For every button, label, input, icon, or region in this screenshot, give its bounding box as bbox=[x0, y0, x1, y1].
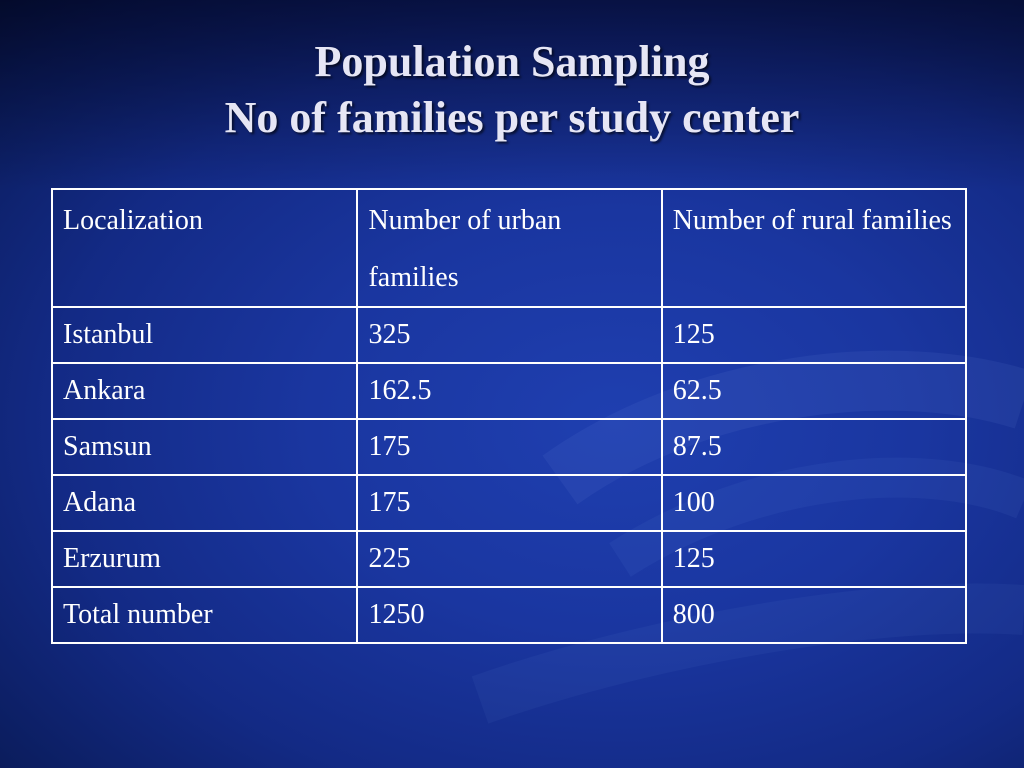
cell-localization: Erzurum bbox=[50, 530, 359, 588]
cell-localization: Ankara bbox=[50, 362, 359, 420]
table-row: Samsun 175 87.5 bbox=[50, 418, 968, 476]
cell-urban: 175 bbox=[356, 474, 663, 532]
cell-rural: 87.5 bbox=[660, 418, 968, 476]
table-row: Ankara 162.5 62.5 bbox=[50, 362, 968, 420]
table-row: Erzurum 225 125 bbox=[50, 530, 968, 588]
table-row: Istanbul 325 125 bbox=[50, 306, 968, 364]
header-rural-families: Number of rural families bbox=[660, 188, 968, 308]
cell-rural: 100 bbox=[660, 474, 968, 532]
cell-localization: Adana bbox=[50, 474, 359, 532]
slide-title: Population Sampling No of families per s… bbox=[0, 34, 1024, 146]
families-table: Localization Number of urban families Nu… bbox=[50, 188, 968, 644]
header-localization: Localization bbox=[50, 188, 359, 308]
header-urban-families: Number of urban families bbox=[356, 188, 663, 308]
title-line-2: No of families per study center bbox=[224, 93, 800, 142]
cell-urban: 162.5 bbox=[356, 362, 663, 420]
cell-urban: 175 bbox=[356, 418, 663, 476]
cell-localization: Samsun bbox=[50, 418, 359, 476]
cell-localization: Total number bbox=[50, 586, 359, 644]
cell-urban: 225 bbox=[356, 530, 663, 588]
cell-urban: 1250 bbox=[356, 586, 663, 644]
title-line-1: Population Sampling bbox=[314, 37, 710, 86]
table-row-total: Total number 1250 800 bbox=[50, 586, 968, 644]
cell-rural: 800 bbox=[660, 586, 968, 644]
cell-rural: 62.5 bbox=[660, 362, 968, 420]
cell-urban: 325 bbox=[356, 306, 663, 364]
table-header-row: Localization Number of urban families Nu… bbox=[50, 188, 968, 308]
cell-localization: Istanbul bbox=[50, 306, 359, 364]
cell-rural: 125 bbox=[660, 306, 968, 364]
cell-rural: 125 bbox=[660, 530, 968, 588]
table-row: Adana 175 100 bbox=[50, 474, 968, 532]
